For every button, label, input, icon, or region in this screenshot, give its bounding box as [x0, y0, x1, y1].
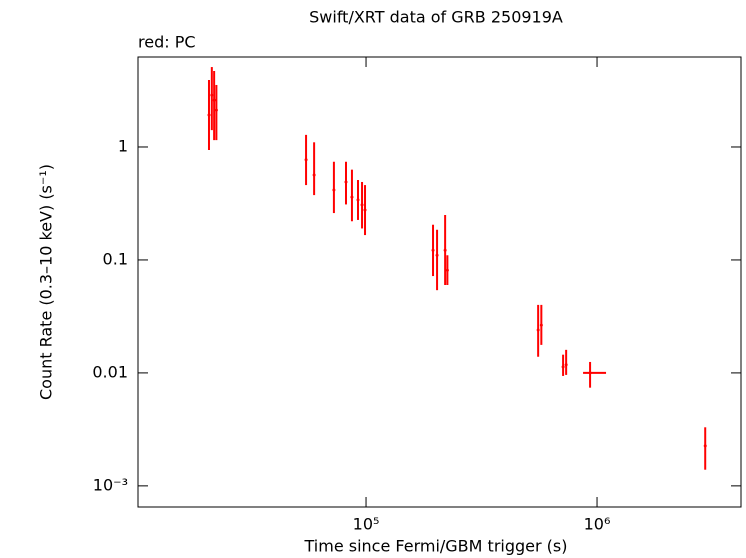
data-point	[435, 253, 439, 257]
data-point	[539, 323, 543, 327]
y-tick-label: 10⁻³	[93, 475, 128, 494]
data-point	[536, 328, 540, 332]
data-point	[212, 98, 216, 102]
data-point	[431, 248, 435, 252]
y-axis-label: Count Rate (0.3–10 keV) (s⁻¹)	[37, 164, 56, 400]
x-axis-label: Time since Fermi/GBM trigger (s)	[304, 537, 568, 556]
data-point	[356, 198, 360, 202]
data-point	[443, 248, 447, 252]
data-point	[445, 268, 449, 272]
x-tick-label: 10⁵	[353, 515, 380, 534]
data-point	[312, 173, 316, 177]
data-point	[214, 108, 218, 112]
subtitle: red: PC	[138, 33, 196, 52]
data-point	[363, 208, 367, 212]
x-tick-label: 10⁶	[584, 515, 611, 534]
data-point	[703, 444, 707, 448]
data-point	[332, 188, 336, 192]
data-point	[344, 180, 348, 184]
data-point	[360, 203, 364, 207]
data-point	[210, 93, 214, 97]
data-point	[304, 158, 308, 162]
y-tick-label: 1	[118, 136, 128, 155]
data-point	[564, 363, 568, 367]
data-point	[207, 113, 211, 117]
plot-frame	[137, 56, 742, 508]
data-point	[561, 365, 565, 369]
chart-title: Swift/XRT data of GRB 250919A	[309, 8, 563, 27]
y-tick-label: 0.1	[103, 249, 128, 268]
data-point	[588, 371, 592, 375]
data-point	[350, 195, 354, 199]
y-tick-label: 0.01	[92, 362, 128, 381]
